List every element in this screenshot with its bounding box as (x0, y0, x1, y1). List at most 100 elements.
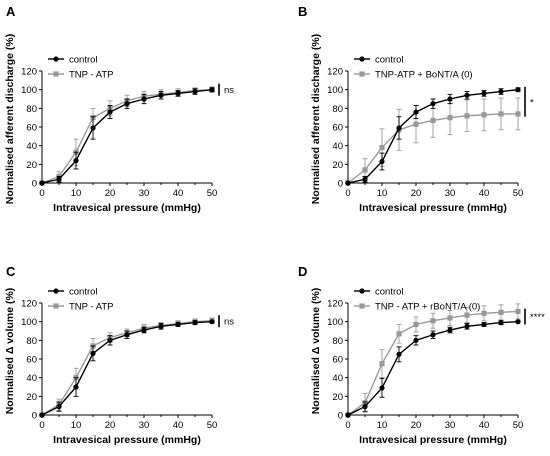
y-tick-label: 120 (21, 67, 37, 78)
x-axis-title: Intravesical pressure (mmHg) (53, 202, 201, 214)
x-tick-label: 20 (411, 188, 422, 199)
x-tick-label: 20 (411, 420, 422, 431)
x-tick-label: 0 (345, 420, 350, 431)
data-point (430, 101, 436, 107)
y-tick-label: 60 (332, 123, 343, 134)
x-tick-label: 40 (173, 188, 184, 199)
x-tick-label: 30 (445, 188, 456, 199)
data-point (158, 323, 164, 329)
legend-item: control (48, 55, 98, 66)
y-tick-label: 20 (26, 392, 37, 403)
x-tick-label: 50 (207, 420, 218, 431)
legend-item: TNP - ATP (48, 302, 114, 313)
data-point (362, 176, 368, 182)
y-tick-label: 0 (338, 411, 343, 422)
y-axis-title: Normalised afferent discharge (%) (310, 34, 322, 204)
y-tick-label: 20 (26, 160, 37, 171)
data-point (39, 412, 45, 418)
data-point (430, 318, 436, 324)
x-tick-label: 10 (377, 188, 388, 199)
x-tick-label: 10 (71, 420, 82, 431)
chart-panel-d: D 0 10 20 30 40 50 0 20 40 60 80 100 120 Intravesical … (298, 264, 545, 446)
data-point (209, 87, 215, 93)
legend-item: control (48, 287, 98, 298)
legend-marker (359, 303, 365, 309)
y-axis-title: Normalised afferent discharge (%) (4, 34, 16, 204)
data-point (464, 312, 470, 318)
y-tick-label: 80 (26, 336, 37, 347)
x-tick-label: 0 (345, 188, 350, 199)
data-point (124, 332, 130, 338)
legend-label: TNP - ATP + rBoNT/A (0) (375, 302, 480, 313)
data-point (175, 321, 181, 328)
series-treatment (345, 303, 521, 418)
data-point (413, 321, 419, 328)
y-tick-label: 0 (338, 179, 343, 190)
data-point (447, 96, 453, 102)
x-tick-label: 50 (513, 420, 524, 431)
legend-label: control (375, 55, 404, 66)
y-axis-title: Normalised Δ volume (%) (310, 288, 322, 415)
x-axis-title: Intravesical pressure (mmHg) (359, 202, 507, 214)
data-point (175, 90, 181, 96)
series-control (39, 87, 215, 186)
data-point (430, 117, 436, 124)
legend-label: control (69, 55, 98, 66)
y-tick-label: 60 (26, 355, 37, 366)
data-point (192, 320, 198, 326)
data-point (481, 90, 487, 96)
data-point (464, 113, 470, 119)
data-point (498, 111, 504, 117)
data-point (447, 327, 453, 333)
y-tick-label: 20 (332, 392, 343, 403)
data-point (39, 180, 45, 186)
y-tick-label: 60 (26, 123, 37, 134)
data-point (464, 92, 470, 98)
x-tick-label: 50 (207, 188, 218, 199)
legend-marker (53, 288, 59, 294)
data-point (379, 158, 385, 165)
data-point (481, 321, 487, 328)
y-tick-label: 120 (327, 67, 343, 78)
data-point (56, 176, 62, 182)
y-tick-label: 80 (332, 336, 343, 347)
y-tick-label: 40 (332, 373, 343, 384)
data-point (345, 180, 351, 186)
legend-marker (359, 56, 365, 62)
y-tick-label: 0 (32, 411, 37, 422)
data-point (345, 412, 351, 418)
legend-item: TNP-ATP + BoNT/A (0) (354, 70, 473, 81)
x-tick-label: 20 (105, 420, 116, 431)
data-point (73, 158, 79, 164)
significance-label: * (530, 97, 534, 108)
data-point (124, 101, 130, 107)
x-tick-label: 20 (105, 188, 116, 199)
panel-letter: D (298, 264, 307, 279)
x-tick-label: 30 (139, 188, 150, 199)
y-tick-label: 100 (327, 85, 343, 96)
data-point (447, 115, 453, 121)
chart-panel-c: C 0 10 20 30 40 50 0 20 40 60 80 100 120 Intravesical … (4, 264, 234, 446)
data-point (209, 319, 215, 325)
legend-label: control (69, 287, 98, 298)
y-tick-label: 80 (26, 104, 37, 115)
y-tick-label: 40 (26, 141, 37, 152)
y-tick-label: 120 (327, 299, 343, 310)
data-point (379, 144, 385, 151)
data-point (107, 109, 113, 115)
data-point (481, 112, 487, 118)
data-point (430, 332, 436, 338)
panel-letter: A (6, 4, 16, 19)
data-point (396, 351, 402, 357)
x-axis-title: Intravesical pressure (mmHg) (53, 434, 201, 446)
y-tick-label: 100 (21, 85, 37, 96)
y-tick-label: 120 (21, 299, 37, 310)
y-tick-label: 60 (332, 355, 343, 366)
panel-letter: B (298, 4, 307, 19)
legend-item: TNP - ATP + rBoNT/A (0) (354, 302, 480, 313)
data-point (498, 88, 504, 95)
x-tick-label: 40 (173, 420, 184, 431)
data-point (464, 323, 470, 329)
data-point (90, 350, 96, 356)
y-tick-label: 20 (332, 160, 343, 171)
